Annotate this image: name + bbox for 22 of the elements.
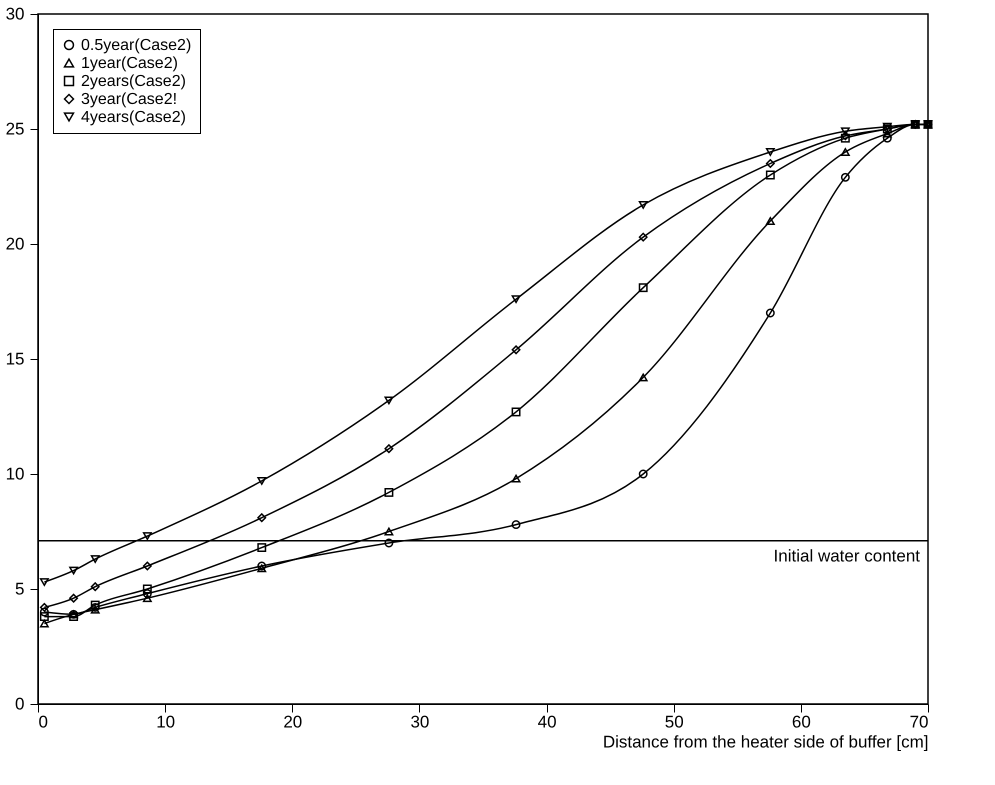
legend-label: 3year(Case2! [81, 91, 178, 108]
y-tick-label: 5 [15, 580, 24, 598]
x-tick-label: 20 [283, 712, 302, 732]
y-tick-label: 15 [6, 350, 24, 368]
y-tick-label: 0 [15, 694, 24, 714]
legend-label: 2years(Case2) [81, 73, 186, 90]
legend-label: 1year(Case2) [81, 55, 178, 72]
x-tick-label: 0 [38, 712, 48, 732]
ref-line-label: Initial water content [774, 546, 920, 566]
y-tick-label: 30 [6, 4, 24, 24]
x-tick-label: 30 [410, 712, 430, 732]
legend-label: 4years(Case2) [81, 109, 186, 126]
x-axis-title: Distance from the heater side of buffer [cm] [602, 732, 928, 752]
x-tick-label: 60 [792, 712, 811, 732]
y-tick-label: 20 [6, 234, 24, 254]
legend-label: 0.5year(Case2) [81, 37, 192, 54]
x-tick-label: 70 [910, 712, 928, 732]
x-tick-label: 10 [156, 712, 176, 732]
x-tick-label: 50 [664, 712, 684, 732]
x-tick-label: 40 [538, 712, 557, 732]
y-tick-label: 25 [6, 120, 24, 138]
y-tick-label: 10 [6, 464, 24, 484]
